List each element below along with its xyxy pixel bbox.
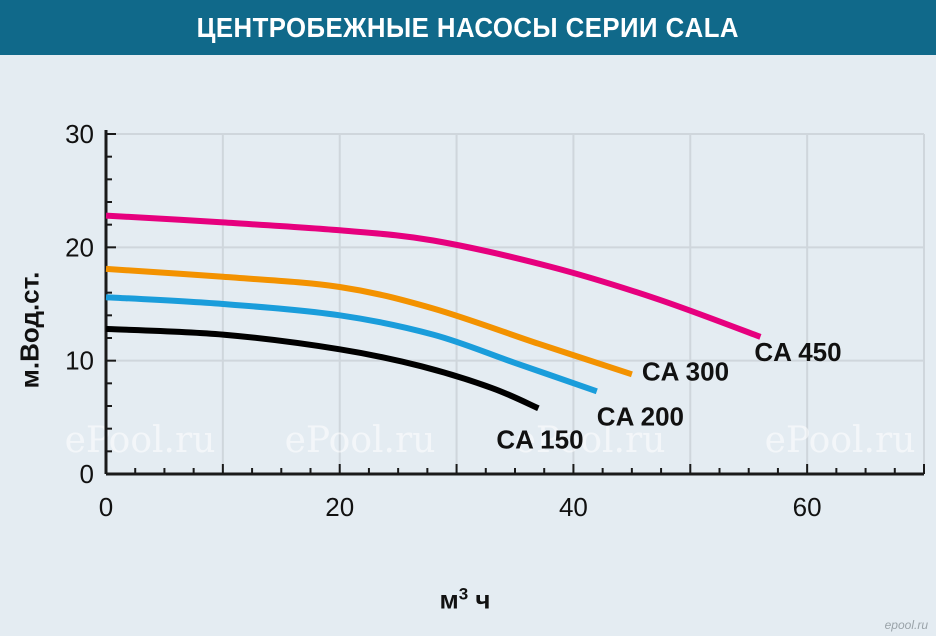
series-label-ca-300: CA 300 (642, 356, 729, 386)
series-line-ca-200 (105, 294, 598, 395)
x-axis-unit: м (439, 584, 459, 615)
title-banner: ЦЕНТРОБЕЖНЫЕ НАСОСЫ СЕРИИ CALA (0, 0, 936, 55)
y-tick-label: 20 (65, 232, 94, 262)
watermarks: ePool.ru ePool.ru ePool.ru ePool.ru (65, 420, 916, 461)
series-label-ca-150: CA 150 (496, 424, 583, 454)
x-tick-label: 0 (99, 492, 113, 522)
x-axis-unit-exponent: 3 (458, 584, 469, 604)
series-labels: CA 150 CA 200 CA 300 CA 450 (496, 337, 841, 454)
series-line-ca-450 (105, 212, 762, 340)
x-axis-unit-suffix: ч (468, 584, 491, 615)
series-lines (105, 212, 762, 412)
series-label-ca-450: CA 450 (754, 337, 841, 367)
x-axis-label: м3 ч (439, 585, 490, 616)
y-tick-label: 30 (65, 119, 94, 149)
watermark-text: ePool.ru (65, 420, 216, 461)
series-line-ca-150 (105, 325, 540, 412)
watermark-text: ePool.ru (765, 420, 916, 461)
series-label-ca-200: CA 200 (597, 401, 684, 431)
y-tick-label: 0 (80, 459, 94, 489)
watermark-text: ePool.ru (515, 420, 666, 461)
x-tick-label: 20 (325, 492, 354, 522)
y-tick-label: 10 (65, 346, 94, 376)
series-line-ca-300 (105, 265, 633, 378)
y-axis-label: м.Вод.ст. (14, 271, 45, 389)
page-title: ЦЕНТРОБЕЖНЫЕ НАСОСЫ СЕРИИ CALA (196, 11, 740, 43)
axes (104, 130, 925, 476)
x-tick-label: 60 (793, 492, 822, 522)
watermark-text: ePool.ru (285, 420, 436, 461)
footer-watermark: epool.ru (884, 618, 928, 632)
tick-labels: 0 10 20 30 0 20 40 60 (65, 119, 822, 522)
x-tick-label: 40 (559, 492, 588, 522)
